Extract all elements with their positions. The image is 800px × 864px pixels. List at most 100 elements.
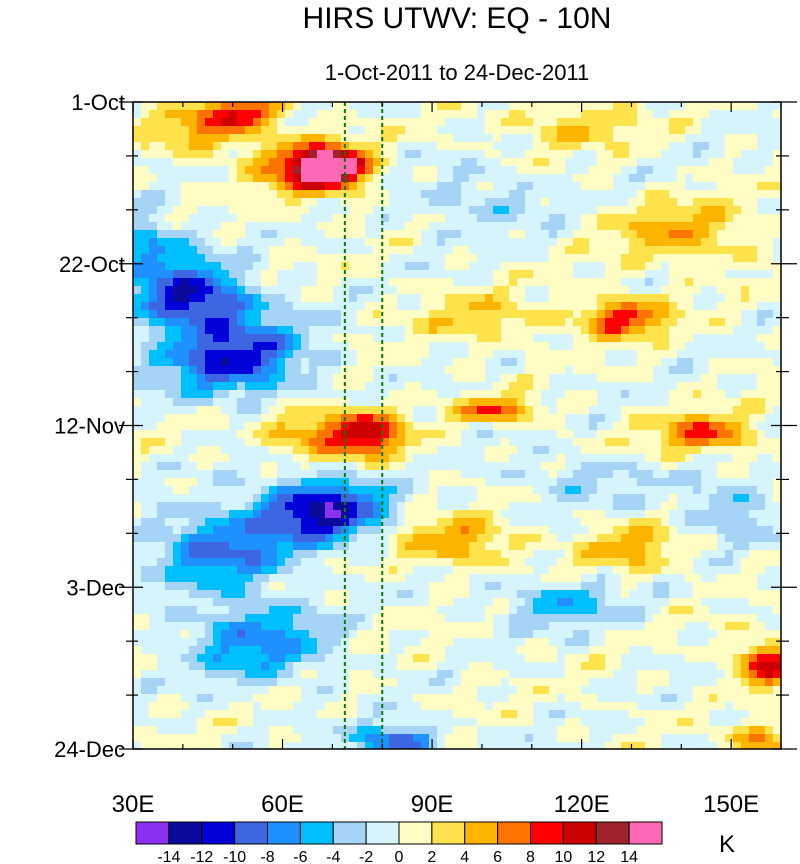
heatmap-cell bbox=[557, 502, 565, 510]
heatmap-cell bbox=[501, 222, 509, 230]
heatmap-cell bbox=[461, 326, 469, 334]
heatmap-cell bbox=[405, 222, 413, 230]
heatmap-cell bbox=[573, 310, 581, 318]
heatmap-cell bbox=[613, 342, 621, 350]
heatmap-cell bbox=[421, 334, 429, 342]
heatmap-cell bbox=[501, 302, 509, 310]
heatmap-cell bbox=[669, 166, 677, 174]
heatmap-cell bbox=[677, 174, 685, 182]
heatmap-cell bbox=[325, 158, 333, 166]
heatmap-cell bbox=[773, 390, 781, 398]
heatmap-cell bbox=[349, 542, 357, 550]
heatmap-cell bbox=[173, 118, 181, 126]
heatmap-cell bbox=[453, 126, 461, 134]
heatmap-cell bbox=[261, 254, 269, 262]
heatmap-cell bbox=[261, 446, 269, 454]
heatmap-cell bbox=[261, 470, 269, 478]
heatmap-cell bbox=[341, 278, 349, 286]
heatmap-cell bbox=[613, 526, 621, 534]
heatmap-cell bbox=[429, 542, 437, 550]
heatmap-cell bbox=[397, 150, 405, 158]
heatmap-cell bbox=[325, 494, 333, 502]
heatmap-cell bbox=[293, 462, 301, 470]
heatmap-cell bbox=[333, 526, 341, 534]
heatmap-cell bbox=[757, 422, 765, 430]
heatmap-cell bbox=[637, 526, 645, 534]
heatmap-cell bbox=[589, 406, 597, 414]
heatmap-cell bbox=[149, 550, 157, 558]
heatmap-cell bbox=[421, 526, 429, 534]
heatmap-cell bbox=[645, 470, 653, 478]
heatmap-cell bbox=[533, 110, 541, 118]
heatmap-cell bbox=[173, 334, 181, 342]
heatmap-cell bbox=[237, 142, 245, 150]
heatmap-cell bbox=[661, 134, 669, 142]
heatmap-cell bbox=[613, 414, 621, 422]
heatmap-cell bbox=[717, 550, 725, 558]
heatmap-cell bbox=[597, 350, 605, 358]
heatmap-cell bbox=[525, 350, 533, 358]
heatmap-cell bbox=[301, 382, 309, 390]
heatmap-cell bbox=[373, 278, 381, 286]
heatmap-cell bbox=[221, 198, 229, 206]
heatmap-cell bbox=[269, 150, 277, 158]
heatmap-cell bbox=[469, 270, 477, 278]
heatmap-cell bbox=[645, 390, 653, 398]
heatmap-cell bbox=[157, 334, 165, 342]
heatmap-cell bbox=[501, 422, 509, 430]
heatmap-cell bbox=[253, 414, 261, 422]
heatmap-cell bbox=[317, 390, 325, 398]
heatmap-cell bbox=[405, 134, 413, 142]
heatmap-cell bbox=[317, 326, 325, 334]
heatmap-cell bbox=[469, 134, 477, 142]
heatmap-cell bbox=[149, 510, 157, 518]
heatmap-cell bbox=[533, 502, 541, 510]
heatmap-cell bbox=[549, 558, 557, 566]
heatmap-cell bbox=[205, 118, 213, 126]
heatmap-cell bbox=[709, 118, 717, 126]
heatmap-cell bbox=[365, 518, 373, 526]
heatmap-cell bbox=[229, 278, 237, 286]
heatmap-cell bbox=[405, 270, 413, 278]
heatmap-cell bbox=[149, 518, 157, 526]
heatmap-cell bbox=[245, 158, 253, 166]
heatmap-cell bbox=[637, 518, 645, 526]
heatmap-cell bbox=[749, 142, 757, 150]
heatmap-cell bbox=[149, 334, 157, 342]
heatmap-cell bbox=[221, 214, 229, 222]
heatmap-cell bbox=[373, 470, 381, 478]
heatmap-cell bbox=[477, 454, 485, 462]
heatmap-cell bbox=[445, 574, 453, 582]
heatmap-cell bbox=[405, 230, 413, 238]
heatmap-cell bbox=[645, 270, 653, 278]
heatmap-cell bbox=[685, 454, 693, 462]
heatmap-cell bbox=[709, 278, 717, 286]
heatmap-cell bbox=[597, 558, 605, 566]
heatmap-cell bbox=[741, 334, 749, 342]
heatmap-cell bbox=[325, 174, 333, 182]
heatmap-cell bbox=[165, 326, 173, 334]
heatmap-cell bbox=[445, 478, 453, 486]
heatmap-cell bbox=[221, 350, 229, 358]
heatmap-cell bbox=[277, 166, 285, 174]
heatmap-cell bbox=[149, 222, 157, 230]
heatmap-cell bbox=[645, 414, 653, 422]
heatmap-cell bbox=[621, 278, 629, 286]
heatmap-cell bbox=[733, 550, 741, 558]
heatmap-cell bbox=[653, 518, 661, 526]
heatmap-cell bbox=[533, 166, 541, 174]
heatmap-cell bbox=[349, 206, 357, 214]
heatmap-cell bbox=[173, 382, 181, 390]
heatmap-cell bbox=[669, 518, 677, 526]
heatmap-cell bbox=[397, 486, 405, 494]
heatmap-cell bbox=[205, 302, 213, 310]
heatmap-cell bbox=[373, 542, 381, 550]
heatmap-cell bbox=[205, 310, 213, 318]
heatmap-cell bbox=[149, 286, 157, 294]
heatmap-cell bbox=[565, 350, 573, 358]
heatmap-cell bbox=[477, 214, 485, 222]
heatmap-cell bbox=[741, 374, 749, 382]
heatmap-cell bbox=[325, 366, 333, 374]
heatmap-cell bbox=[349, 534, 357, 542]
heatmap-cell bbox=[405, 246, 413, 254]
